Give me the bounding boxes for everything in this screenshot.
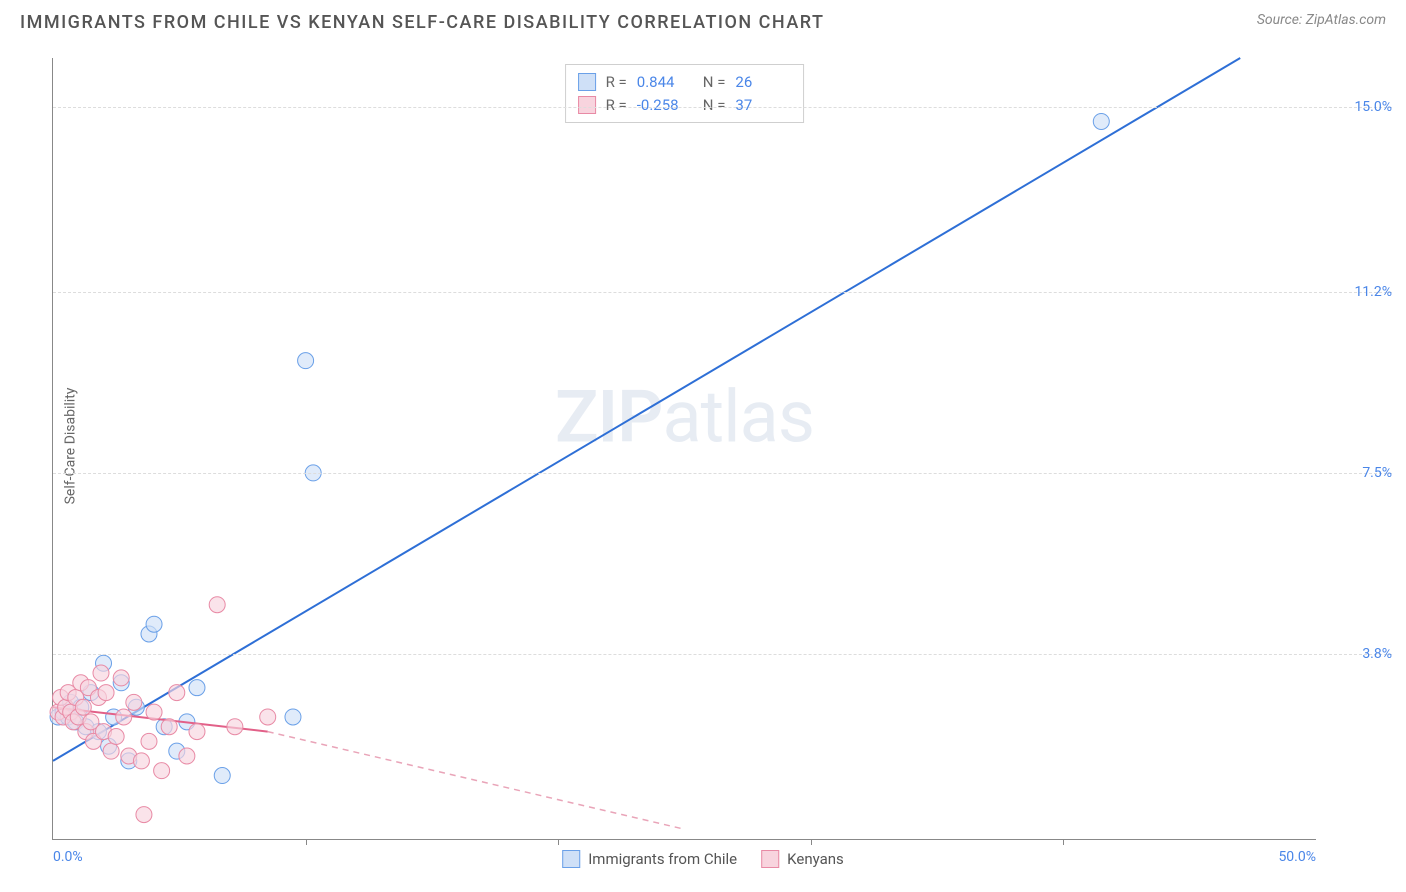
chart-plot-area: ZIPatlas R = 0.844 N = 26 R = -0.258 N =… bbox=[52, 58, 1316, 840]
chart-title: IMMIGRANTS FROM CHILE VS KENYAN SELF-CAR… bbox=[20, 12, 824, 33]
stats-legend: R = 0.844 N = 26 R = -0.258 N = 37 bbox=[565, 64, 805, 123]
swatch-kenyans bbox=[578, 96, 596, 114]
legend-label-kenyans: Kenyans bbox=[787, 850, 844, 868]
legend-row-kenyans: R = -0.258 N = 37 bbox=[578, 94, 792, 117]
swatch-chile bbox=[578, 73, 596, 91]
n-value-chile: 26 bbox=[735, 71, 791, 94]
r-value-chile: 0.844 bbox=[637, 71, 693, 94]
legend-row-chile: R = 0.844 N = 26 bbox=[578, 71, 792, 94]
r-value-kenyans: -0.258 bbox=[637, 94, 693, 117]
series-legend: Immigrants from Chile Kenyans bbox=[554, 848, 852, 870]
scatter-svg bbox=[53, 58, 1316, 839]
n-value-kenyans: 37 bbox=[735, 94, 791, 117]
legend-label-chile: Immigrants from Chile bbox=[588, 850, 737, 868]
legend-item-chile: Immigrants from Chile bbox=[562, 850, 737, 868]
swatch-kenyans-bottom bbox=[761, 850, 779, 868]
y-tick-label: 15.0% bbox=[1346, 99, 1392, 115]
y-tick-label: 3.8% bbox=[1354, 646, 1392, 662]
y-tick-label: 11.2% bbox=[1346, 284, 1392, 300]
y-tick-label: 7.5% bbox=[1354, 465, 1392, 481]
x-tick-label: 50.0% bbox=[1278, 849, 1316, 865]
source-label: Source: ZipAtlas.com bbox=[1257, 12, 1386, 28]
legend-item-kenyans: Kenyans bbox=[761, 850, 844, 868]
swatch-chile-bottom bbox=[562, 850, 580, 868]
x-tick-label: 0.0% bbox=[53, 849, 83, 865]
